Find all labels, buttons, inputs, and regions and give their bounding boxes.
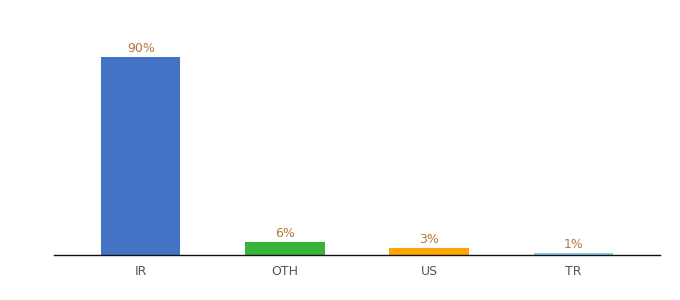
Text: 1%: 1% (563, 238, 583, 250)
Bar (534, 253, 613, 255)
Bar (390, 248, 469, 255)
Text: 90%: 90% (127, 42, 155, 55)
Text: 3%: 3% (419, 233, 439, 246)
Bar (245, 242, 324, 255)
Bar (101, 57, 180, 255)
Text: 6%: 6% (275, 226, 295, 240)
